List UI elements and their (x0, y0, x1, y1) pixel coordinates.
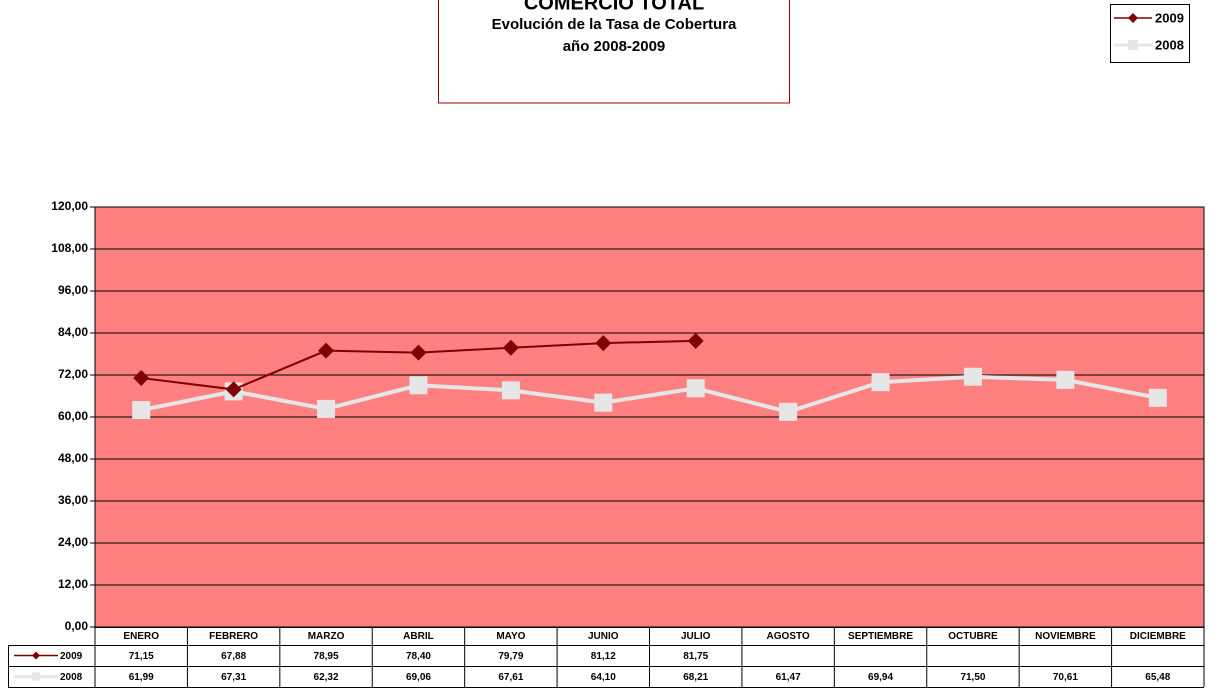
data-label: 70,61 (1053, 672, 1078, 683)
x-tick-label: AGOSTO (767, 631, 810, 642)
y-tick-label: 84,00 (58, 325, 88, 339)
point (409, 376, 428, 395)
data-label: 64,10 (591, 672, 616, 683)
chart-subtitle: Evolución de la Tasa de Cobertura (492, 16, 737, 33)
point (32, 672, 40, 681)
data-label: 62,32 (314, 672, 339, 683)
title-box (438, 0, 790, 104)
y-tick-label: 72,00 (58, 367, 88, 381)
point (1148, 388, 1167, 407)
point (32, 651, 40, 660)
point (502, 339, 519, 356)
y-tick-label: 36,00 (58, 493, 88, 507)
x-tick-label: MARZO (308, 631, 345, 642)
point (501, 381, 520, 400)
data-label: 78,40 (406, 651, 431, 662)
data-label: 69,06 (406, 672, 431, 683)
legend-label: 2008 (1155, 37, 1184, 52)
point (317, 399, 336, 418)
x-tick-label: SEPTIEMBRE (848, 631, 913, 642)
data-label: 65,48 (1145, 672, 1170, 683)
data-label: 61,99 (129, 672, 154, 683)
y-tick-label: 12,00 (58, 577, 88, 591)
data-label: 67,61 (498, 672, 523, 683)
y-tick-label: 108,00 (51, 241, 88, 255)
data-label: 78,95 (314, 651, 339, 662)
point (132, 401, 151, 420)
x-tick-label: ENERO (123, 631, 159, 642)
point (595, 335, 612, 352)
y-tick-label: 60,00 (58, 409, 88, 423)
legend-label: 2008 (60, 672, 83, 683)
legend-label: 2009 (1155, 10, 1184, 25)
x-tick-label: DICIEMBRE (1130, 631, 1186, 642)
point (410, 344, 427, 361)
data-label: 69,94 (868, 672, 893, 683)
data-label: 61,47 (776, 672, 801, 683)
data-label: 81,12 (591, 651, 616, 662)
y-tick-label: 120,00 (51, 199, 88, 213)
x-tick-label: ABRIL (403, 631, 434, 642)
series-line (140, 374, 1159, 414)
point (225, 381, 242, 398)
y-tick-label: 0,00 (65, 619, 89, 633)
y-tick-label: 24,00 (58, 535, 88, 549)
point (687, 332, 704, 349)
x-tick-label: OCTUBRE (948, 631, 998, 642)
data-label: 67,88 (221, 651, 246, 662)
point (1128, 13, 1138, 23)
x-tick-label: NOVIEMBRE (1035, 631, 1096, 642)
data-label: 79,79 (498, 651, 523, 662)
y-tick-label: 96,00 (58, 283, 88, 297)
point (1128, 40, 1138, 50)
x-tick-label: FEBRERO (209, 631, 258, 642)
chart-subtitle: año 2008-2009 (563, 38, 666, 55)
point (871, 373, 890, 392)
data-label: 67,31 (221, 672, 246, 683)
x-tick-label: MAYO (496, 631, 525, 642)
point (686, 379, 705, 398)
point (594, 393, 613, 412)
data-label: 71,15 (129, 651, 154, 662)
point (779, 402, 798, 421)
point (318, 342, 335, 359)
chart-title: COMERCIO TOTAL (524, 0, 704, 14)
x-tick-label: JULIO (681, 631, 711, 642)
data-label: 68,21 (683, 672, 708, 683)
point (133, 369, 150, 386)
legend-box (1110, 4, 1190, 63)
data-label: 81,75 (683, 651, 708, 662)
point (1056, 370, 1075, 389)
legend-label: 2009 (60, 651, 83, 662)
point (963, 367, 982, 386)
data-label: 71,50 (960, 672, 985, 683)
y-tick-label: 48,00 (58, 451, 88, 465)
x-tick-label: JUNIO (588, 631, 619, 642)
